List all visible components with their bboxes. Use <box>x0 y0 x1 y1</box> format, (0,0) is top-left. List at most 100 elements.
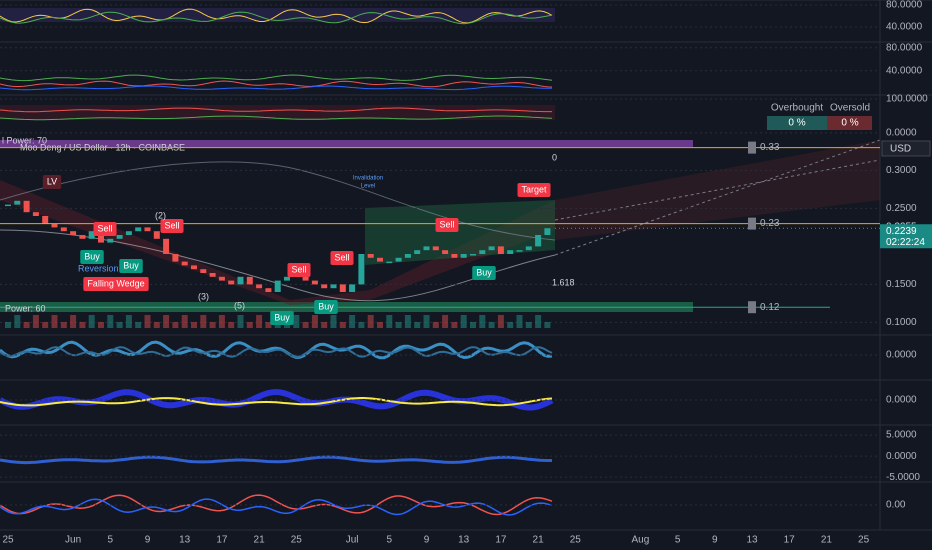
candle <box>451 254 458 258</box>
table-header: Oversold <box>830 103 870 114</box>
y-tick-label: 0.0000 <box>886 451 917 462</box>
candle <box>414 250 421 254</box>
volume-bar <box>228 322 235 328</box>
x-month-label: Jun <box>65 535 81 546</box>
x-tick-label: 5 <box>108 535 114 546</box>
volume-bar <box>144 315 151 328</box>
countdown: 02:22:24 <box>886 237 925 248</box>
y-tick-label: 0.2500 <box>886 203 917 214</box>
y-tick-label: 0.0000 <box>886 350 917 361</box>
volume-bar <box>423 315 430 328</box>
candle <box>432 246 439 251</box>
volume-bar <box>172 322 179 328</box>
volume-bar <box>414 322 421 328</box>
candle <box>228 280 235 285</box>
signal-label: Falling Wedge <box>87 278 144 288</box>
y-tick-label: 0.0000 <box>886 128 917 139</box>
volume-bar <box>60 322 67 328</box>
x-tick-label: 17 <box>495 535 507 546</box>
candle <box>470 254 476 256</box>
x-month-label: Jul <box>346 535 359 546</box>
candle <box>246 276 253 285</box>
volume-bar <box>377 322 383 328</box>
y-tick-label: 5.0000 <box>886 430 917 441</box>
volume-bar <box>116 322 123 328</box>
signal-box <box>119 259 143 273</box>
volume-bar <box>516 315 523 328</box>
y-tick-label: 80.0000 <box>886 42 923 53</box>
candle <box>460 254 467 258</box>
volume-bar <box>442 315 449 328</box>
x-tick-label: 13 <box>746 535 758 546</box>
annotation: (2) <box>155 210 166 220</box>
candle <box>479 250 486 254</box>
candle <box>321 284 328 289</box>
signal-label: Sell <box>439 219 454 229</box>
candle <box>98 231 104 243</box>
signal-box <box>435 218 459 232</box>
annotation: 0 <box>552 152 557 162</box>
indicator-line <box>0 340 553 360</box>
y-tick-label: 0.0000 <box>886 395 917 406</box>
candle <box>218 276 225 281</box>
annotation: (3) <box>198 291 209 301</box>
x-tick-label: 17 <box>216 535 228 546</box>
signal-label: Buy <box>318 301 334 311</box>
table-cell <box>827 116 872 130</box>
projection <box>555 140 880 240</box>
annotation: Power: 60 <box>5 303 46 313</box>
candle <box>358 254 365 285</box>
indicator-line <box>0 346 553 359</box>
signal-label: Target <box>521 184 547 194</box>
x-tick-label: 9 <box>145 535 151 546</box>
x-month-label: Aug <box>632 535 650 546</box>
signal-box <box>330 251 354 265</box>
volume-bar <box>256 315 263 328</box>
candle <box>181 261 188 266</box>
candle <box>60 227 67 232</box>
candle <box>284 276 290 281</box>
volume-bar <box>5 322 11 328</box>
table-header: Overbought <box>771 103 823 114</box>
candle <box>339 284 346 292</box>
x-tick-label: 17 <box>784 535 796 546</box>
signal-box <box>160 219 184 233</box>
x-tick-label: 13 <box>179 535 191 546</box>
x-tick-label: 25 <box>570 535 582 546</box>
volume-bar <box>330 315 337 328</box>
indicator-line <box>0 455 552 465</box>
candle <box>386 261 393 264</box>
table-value: 0 % <box>788 118 805 129</box>
volume-bar <box>386 315 393 328</box>
candle <box>191 265 197 270</box>
candle <box>88 231 95 239</box>
indicator-line <box>0 80 553 88</box>
x-tick-label: 25 <box>291 535 303 546</box>
volume-bar <box>51 315 58 328</box>
candle <box>42 216 49 224</box>
candle <box>544 228 551 235</box>
volume-bar <box>191 322 197 328</box>
x-tick-label: 25 <box>2 535 14 546</box>
signal-box <box>517 183 551 197</box>
candle <box>377 257 383 262</box>
volume-bar <box>237 315 244 328</box>
candle <box>423 246 430 251</box>
candle <box>32 212 39 216</box>
volume-bar <box>432 322 439 328</box>
last-price: 0.2239 <box>886 226 917 237</box>
indicator-line <box>0 107 552 113</box>
volume-bar <box>98 322 104 328</box>
candle <box>79 235 86 239</box>
y-tick-label: 40.0000 <box>886 65 923 76</box>
volume-bar <box>153 322 160 328</box>
table-cell <box>767 116 827 130</box>
volume-bar <box>479 315 486 328</box>
candle <box>237 276 244 285</box>
candle <box>23 200 30 213</box>
candle <box>209 273 216 277</box>
x-tick-label: 5 <box>675 535 681 546</box>
moving-average <box>0 161 556 241</box>
signal-box <box>287 263 311 277</box>
